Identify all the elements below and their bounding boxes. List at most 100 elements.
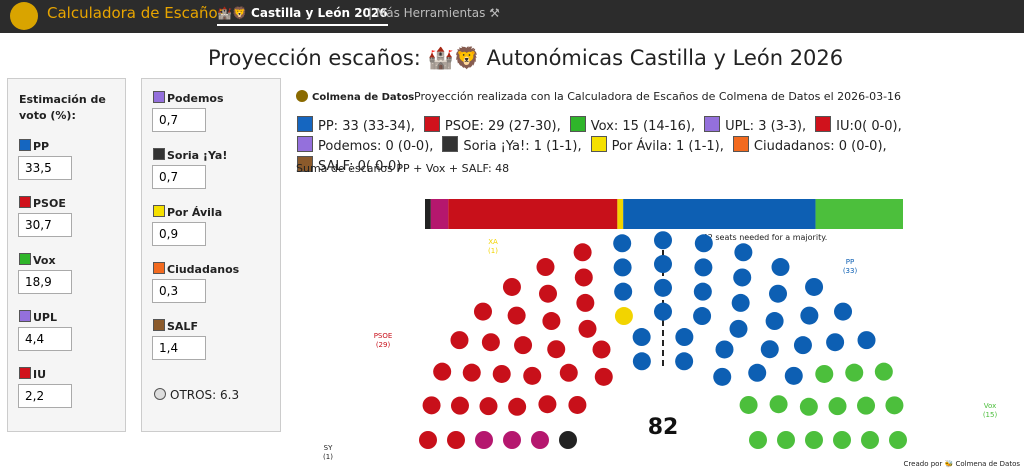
seat: [419, 431, 437, 449]
seat: [805, 277, 824, 296]
seat: [614, 307, 633, 326]
seat: [508, 397, 527, 416]
legend-text: Podemos: 0 (0-0),: [318, 139, 434, 154]
legend-item: Ciudadanos: 0 (0-0),: [732, 136, 887, 156]
seat: [861, 431, 879, 449]
seat: [422, 396, 441, 415]
seat: [857, 396, 876, 415]
brand[interactable]: Calculadora de Escaños: [47, 4, 226, 22]
seat: [654, 278, 672, 297]
tools-menu[interactable]: | Más Herramientas ⚒: [368, 6, 500, 20]
legend: PP: 33 (33-34), PSOE: 29 (27-30), Vox: 15 …: [297, 116, 997, 176]
legend-swatch: [704, 116, 721, 132]
seat: [447, 431, 465, 449]
vote-input[interactable]: 0,9: [152, 222, 206, 246]
vote-input[interactable]: 33,5: [18, 156, 72, 180]
legend-text: Ciudadanos: 0 (0-0),: [753, 139, 887, 154]
seat: [503, 431, 521, 449]
seat: [473, 302, 492, 321]
seat: [523, 366, 542, 385]
swatch: [19, 253, 31, 265]
seat: [748, 363, 767, 382]
seat: [433, 362, 452, 381]
majority-note: 42 seats needed for a majority.: [703, 233, 828, 242]
seat: [734, 243, 753, 262]
vote-input[interactable]: 1,4: [152, 336, 206, 360]
party-name: Vox: [33, 254, 56, 267]
seat: [514, 336, 533, 355]
seat: [594, 367, 613, 386]
seat: [574, 268, 593, 287]
seat: [815, 364, 834, 383]
seat: [542, 312, 561, 331]
source-brand-text: Colmena de Datos: [312, 92, 415, 103]
legend-text: Soria ¡Ya!: 1 (1-1),: [463, 139, 582, 154]
seat: [568, 395, 587, 414]
legend-item: IU:0( 0-0),: [815, 116, 902, 136]
party-name: PP: [33, 140, 50, 153]
legend-swatch: [590, 136, 607, 152]
seat: [715, 340, 734, 359]
vote-input[interactable]: 0,7: [152, 108, 206, 132]
swatch: [153, 319, 165, 331]
seat: [536, 258, 555, 277]
party-label: XA: [488, 238, 498, 246]
seat: [857, 331, 876, 350]
seat-bar: [815, 199, 903, 229]
seat-bar: [448, 199, 618, 229]
party-label: Soria ¡Ya!: [153, 148, 227, 162]
vote-input[interactable]: 2,2: [18, 384, 72, 408]
legend-item: Podemos: 0 (0-0),: [297, 136, 433, 156]
legend-swatch: [297, 156, 313, 172]
vote-input[interactable]: 18,9: [18, 270, 72, 294]
seat: [538, 284, 557, 303]
seat: [694, 258, 713, 277]
others: OTROS: 6.3: [154, 388, 239, 402]
seat: [559, 363, 578, 382]
swatch: [153, 91, 165, 103]
seat: [799, 397, 818, 416]
vote-input[interactable]: 0,7: [152, 165, 206, 189]
seat: [731, 293, 750, 312]
seat: [547, 340, 566, 359]
seat: [462, 363, 481, 382]
tab[interactable]: 🏰🦁 Castilla y León 2026: [217, 6, 388, 26]
sum: Suma de escaños PP + Vox + SALF: 48: [296, 162, 510, 175]
seat-bar: [623, 199, 816, 229]
seat: [632, 328, 651, 347]
seat: [654, 231, 672, 250]
party-name: UPL: [33, 311, 58, 324]
party-name: Podemos: [167, 92, 224, 105]
legend-item: UPL: 3 (3-3),: [704, 116, 806, 136]
party-label: Podemos: [153, 91, 224, 105]
party-label: Vox: [19, 253, 56, 267]
seat: [694, 234, 713, 253]
legend-item: Soria ¡Ya!: 1 (1-1),: [442, 136, 582, 156]
seat: [613, 234, 632, 253]
seat: [578, 319, 597, 338]
vote-input[interactable]: 0,3: [152, 279, 206, 303]
party-name: SALF: [167, 320, 198, 333]
input-panel: Estimación de voto (%): PP 33,5 PSOE 30,7 Vo…: [7, 78, 126, 432]
legend-swatch: [569, 116, 586, 132]
seat: [760, 340, 779, 359]
party-name: PSOE: [33, 197, 66, 210]
vote-input[interactable]: 4,4: [18, 327, 72, 351]
party-label: PSOE: [374, 332, 393, 340]
vote-input[interactable]: 30,7: [18, 213, 72, 237]
legend-swatch: [442, 136, 459, 152]
legend-text: UPL: 3 (3-3),: [725, 119, 807, 134]
party-count: (33): [843, 267, 858, 275]
seat: [538, 395, 557, 414]
input-panel: OTROS: 6.3 Podemos 0,7 Soria ¡Ya! 0,7 Por Áv…: [141, 78, 281, 432]
seat: [573, 243, 592, 262]
seat: [793, 336, 812, 355]
party-name: IU: [33, 368, 47, 381]
legend-item: PP: 33 (33-34),: [297, 116, 415, 136]
seat: [502, 277, 521, 296]
seat: [784, 366, 803, 385]
party-label: Ciudadanos: [153, 262, 239, 276]
total-seats: 82: [648, 415, 679, 440]
seat: [576, 293, 595, 312]
